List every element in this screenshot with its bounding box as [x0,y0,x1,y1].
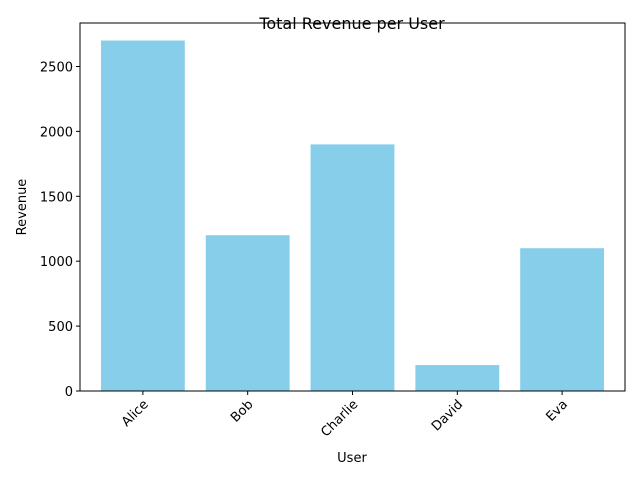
bar-alice [100,40,185,392]
y-axis-label: Revenue [15,179,30,236]
y-tick-label: 0 [65,385,73,400]
y-tick-label: 2500 [40,60,73,75]
y-tick-label: 1500 [40,190,73,205]
bar-eva [520,248,605,391]
bars-group [100,40,605,392]
x-tick-label: Bob [228,397,256,425]
x-tick-label: Charlie [318,397,361,440]
x-axis-label: User [337,451,367,466]
x-tick-label: Eva [543,397,570,424]
bar-charlie [310,144,395,391]
x-tick-label: Alice [119,397,152,430]
y-tick-label: 1000 [40,255,73,270]
y-tick-label: 500 [48,320,73,335]
y-tick-label: 2000 [40,125,73,140]
bar-david [415,365,500,391]
bar-bob [205,235,290,391]
x-tick-label: David [429,397,466,434]
y-axis: 0 500 1000 1500 2000 2500 [40,60,80,400]
x-axis: Alice Bob Charlie David Eva [119,391,571,440]
